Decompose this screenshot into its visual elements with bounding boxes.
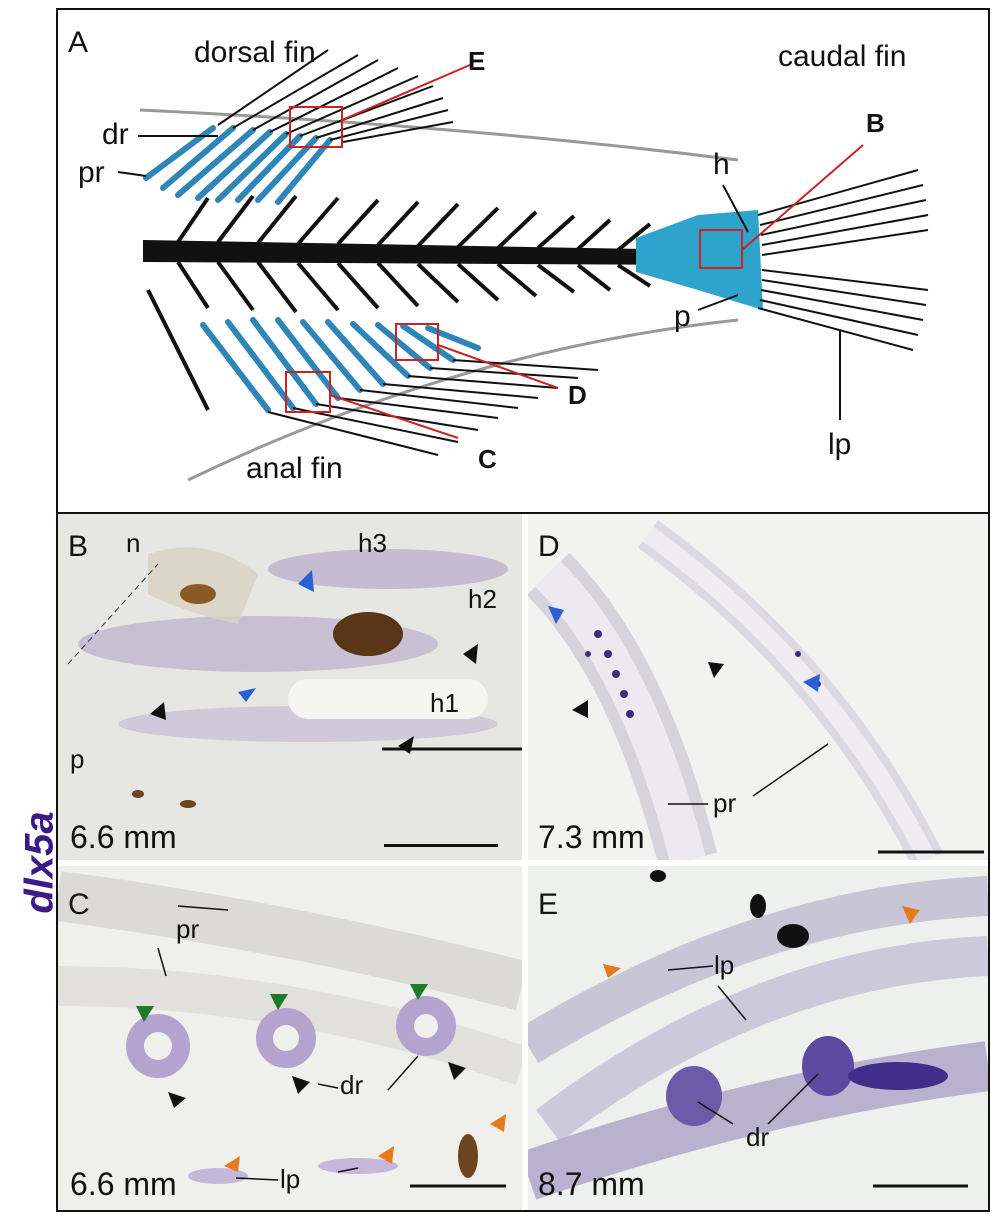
box-e-label: E [468,46,486,76]
h3-label: h3 [358,528,387,558]
lp-label: lp [828,428,852,461]
panel-d-letter: D [538,530,560,563]
panel-b-image [58,514,522,860]
anal-fin-label: anal fin [246,452,343,485]
panel-e-micrograph: E lp dr 8.7 mm [528,866,988,1210]
lp-label-c: lp [280,1164,301,1194]
panel-e-letter: E [538,888,559,921]
panel-b-size: 6.6 mm [70,819,177,855]
panel-c-image [58,866,522,1210]
h2-label: h2 [468,584,497,614]
panel-d-image [528,514,988,860]
panel-c-size: 6.6 mm [70,1166,177,1202]
panel-e-size: 8.7 mm [538,1166,645,1202]
dorsal-fin-label: dorsal fin [194,36,316,69]
figure-frame: A dorsal fin caudal fin anal fin dr pr h… [56,8,990,1212]
panel-b-micrograph: B n h3 h2 h1 p 6.6 mm [58,514,522,860]
h-label: h [713,148,730,181]
panel-c-micrograph: C pr dr lp 6.6 mm [58,866,522,1210]
p-label: p [674,300,691,333]
box-b-label: B [866,108,885,138]
box-c-label: C [478,444,497,474]
panel-d-size: 7.3 mm [538,819,645,855]
panel-b-scale-bar [384,844,498,847]
h1-label: h1 [430,688,459,718]
dr-label: dr [102,118,129,151]
n-label: n [126,528,141,558]
panel-b-letter: B [68,530,89,563]
panel-a-schematic: A dorsal fin caudal fin anal fin dr pr h… [58,10,988,514]
pr-label-c: pr [176,914,200,944]
dr-label-c: dr [340,1070,364,1100]
panel-d-micrograph: D pr 7.3 mm [528,514,988,860]
lp-label-e: lp [714,950,735,980]
panel-a-letter: A [68,26,89,59]
caudal-fin-label: caudal fin [778,40,907,73]
panel-e-image [528,866,988,1210]
gene-side-label: dlx5a [17,811,62,914]
fin-skeleton-diagram [117,49,929,482]
dr-label-e: dr [746,1122,770,1152]
box-d-label: D [568,380,587,410]
pr-label-d: pr [713,788,737,818]
panel-c-letter: C [68,888,90,921]
pr-label: pr [78,156,105,189]
p-label-b: p [70,744,85,774]
